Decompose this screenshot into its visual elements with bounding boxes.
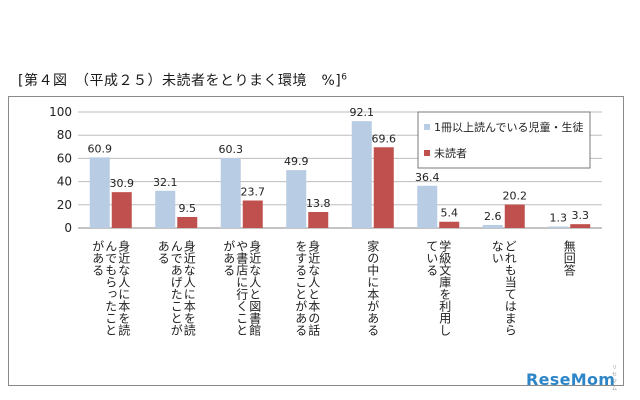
bar-nonreaders-0 (111, 192, 132, 228)
chart-title-text: [第４図 （平成２５）未読者をとりまく環境 %] (18, 73, 342, 89)
watermark-text: ReseMom (526, 370, 616, 389)
bar-readers-7 (548, 226, 569, 228)
x-category-label: 身近な人に本を読 (182, 239, 196, 337)
bar-readers-0 (89, 157, 110, 228)
bar-nonreaders-2 (242, 200, 263, 228)
x-category-label: 身近な人と図書館 (248, 239, 262, 336)
watermark-logo: ReseMom リセマム (526, 365, 617, 392)
data-label: 32.1 (153, 176, 178, 189)
bar-nonreaders-7 (570, 224, 591, 228)
data-label: 2.6 (484, 210, 502, 223)
x-category-label: 身近な人と本の話 (307, 239, 321, 337)
x-category-label: 身近な人に本を読 (117, 239, 131, 337)
x-category-label: をすることがある (294, 240, 308, 336)
x-category-label: 無回答 (562, 239, 576, 277)
x-category-label: 家の中に本がある (366, 239, 380, 336)
y-tick-label: 20 (57, 198, 72, 212)
legend-label: 1冊以上読んでいる児童・生徒 (434, 120, 583, 134)
legend-label: 未読者 (434, 146, 467, 160)
data-label: 30.9 (110, 177, 135, 190)
bar-nonreaders-4 (373, 147, 394, 228)
data-label: 23.7 (241, 186, 266, 199)
x-category-label: 学級文庫を利用し (438, 239, 452, 336)
bar-readers-4 (351, 121, 372, 228)
bar-nonreaders-3 (308, 211, 329, 228)
x-category-label: ない (490, 240, 504, 264)
bar-nonreaders-1 (177, 216, 198, 228)
data-label: 1.3 (550, 211, 568, 224)
y-tick-label: 0 (64, 221, 72, 235)
x-category-label: んであげたことが (169, 240, 183, 336)
data-label: 69.6 (372, 132, 397, 145)
x-category-label: がある (91, 240, 105, 276)
bar-nonreaders-6 (504, 204, 525, 228)
bar-readers-5 (417, 185, 438, 228)
x-category-label: や書店に行くこと (235, 240, 249, 336)
data-label: 20.2 (503, 190, 528, 203)
legend-swatch (424, 150, 430, 156)
watermark-subtext: リセマム (612, 365, 618, 392)
bar-readers-6 (482, 224, 503, 228)
data-label: 49.9 (284, 155, 309, 168)
chart-frame (8, 96, 624, 386)
legend-swatch (424, 124, 430, 130)
data-label: 36.4 (415, 171, 440, 184)
x-category-label: ている (425, 240, 439, 276)
x-category-label: どれも当てはまら (503, 240, 517, 336)
legend-box (417, 111, 591, 169)
y-tick-label: 100 (49, 105, 72, 119)
bar-nonreaders-5 (439, 221, 460, 228)
data-label: 13.8 (306, 197, 331, 210)
bar-readers-3 (286, 170, 307, 228)
x-category-label: んでもらったこと (104, 240, 118, 336)
data-label: 3.3 (572, 209, 590, 222)
bar-readers-2 (220, 158, 241, 228)
chart-title-superscript: 6 (341, 72, 348, 83)
data-label: 60.9 (88, 142, 113, 155)
y-tick-label: 40 (57, 175, 72, 189)
y-tick-label: 80 (57, 128, 72, 142)
data-label: 5.4 (441, 207, 459, 220)
x-category-label: ある (156, 240, 170, 264)
bar-readers-1 (155, 190, 176, 228)
chart-title: [第４図 （平成２５）未読者をとりまく環境 %]6 (18, 70, 347, 90)
y-tick-label: 60 (57, 151, 72, 165)
data-label: 92.1 (350, 106, 375, 119)
data-label: 9.5 (179, 202, 197, 215)
x-category-label: がある (222, 240, 236, 276)
data-label: 60.3 (219, 143, 244, 156)
